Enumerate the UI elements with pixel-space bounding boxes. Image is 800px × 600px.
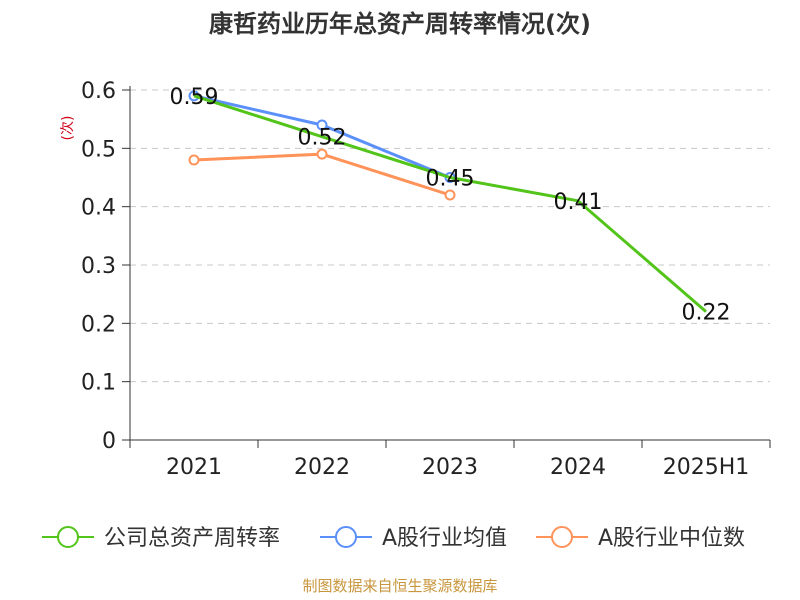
legend-marker xyxy=(335,526,357,548)
y-tick-label: 0.2 xyxy=(81,312,116,337)
y-tick-label: 0 xyxy=(102,429,116,454)
y-tick-label: 0.6 xyxy=(81,79,116,104)
x-tick-label: 2022 xyxy=(294,455,350,480)
series-line-0 xyxy=(193,94,707,313)
data-point xyxy=(316,119,328,131)
x-tick-label: 2025H1 xyxy=(663,455,750,480)
x-tick-label: 2023 xyxy=(422,455,478,480)
data-point xyxy=(188,154,200,166)
data-label: 0.41 xyxy=(554,190,603,215)
data-label: 0.59 xyxy=(170,85,219,110)
source-note: 制图数据来自恒生聚源数据库 xyxy=(302,577,497,595)
y-axis-label: (次) xyxy=(60,116,76,141)
legend-label: A股行业中位数 xyxy=(598,526,745,551)
legend-marker xyxy=(57,526,79,548)
legend-label: 公司总资产周转率 xyxy=(104,526,280,551)
legend[interactable]: 公司总资产周转率 A股行业均值 A股行业中位数 xyxy=(42,526,745,551)
series-lines xyxy=(188,90,707,313)
x-tick-label: 2024 xyxy=(550,455,606,480)
data-point xyxy=(444,189,456,201)
legend-item-1[interactable]: A股行业均值 xyxy=(320,526,507,551)
y-tick-label: 0.5 xyxy=(81,137,116,162)
legend-label: A股行业均值 xyxy=(382,526,507,551)
y-tick-label: 0.1 xyxy=(81,371,116,396)
y-tick-label: 0.3 xyxy=(81,254,116,279)
axes: 0 0.1 0.2 0.3 0.4 0.5 0.6 2021 2022 2023 2024 2025H… xyxy=(81,79,771,480)
grid-lines xyxy=(130,89,770,383)
data-label: 0.52 xyxy=(298,126,347,151)
legend-item-0[interactable]: 公司总资产周转率 xyxy=(42,526,280,551)
data-label: 0.45 xyxy=(426,167,475,192)
x-tick-label: 2021 xyxy=(166,455,222,480)
data-label: 0.22 xyxy=(682,301,731,326)
data-point xyxy=(316,148,328,160)
chart-title: 康哲药业历年总资产周转率情况(次) xyxy=(209,10,591,38)
legend-item-2[interactable]: A股行业中位数 xyxy=(536,526,745,551)
legend-marker xyxy=(551,526,573,548)
data-labels: 0.59 0.52 0.45 0.41 0.22 xyxy=(170,85,731,326)
y-tick-label: 0.4 xyxy=(81,196,116,221)
